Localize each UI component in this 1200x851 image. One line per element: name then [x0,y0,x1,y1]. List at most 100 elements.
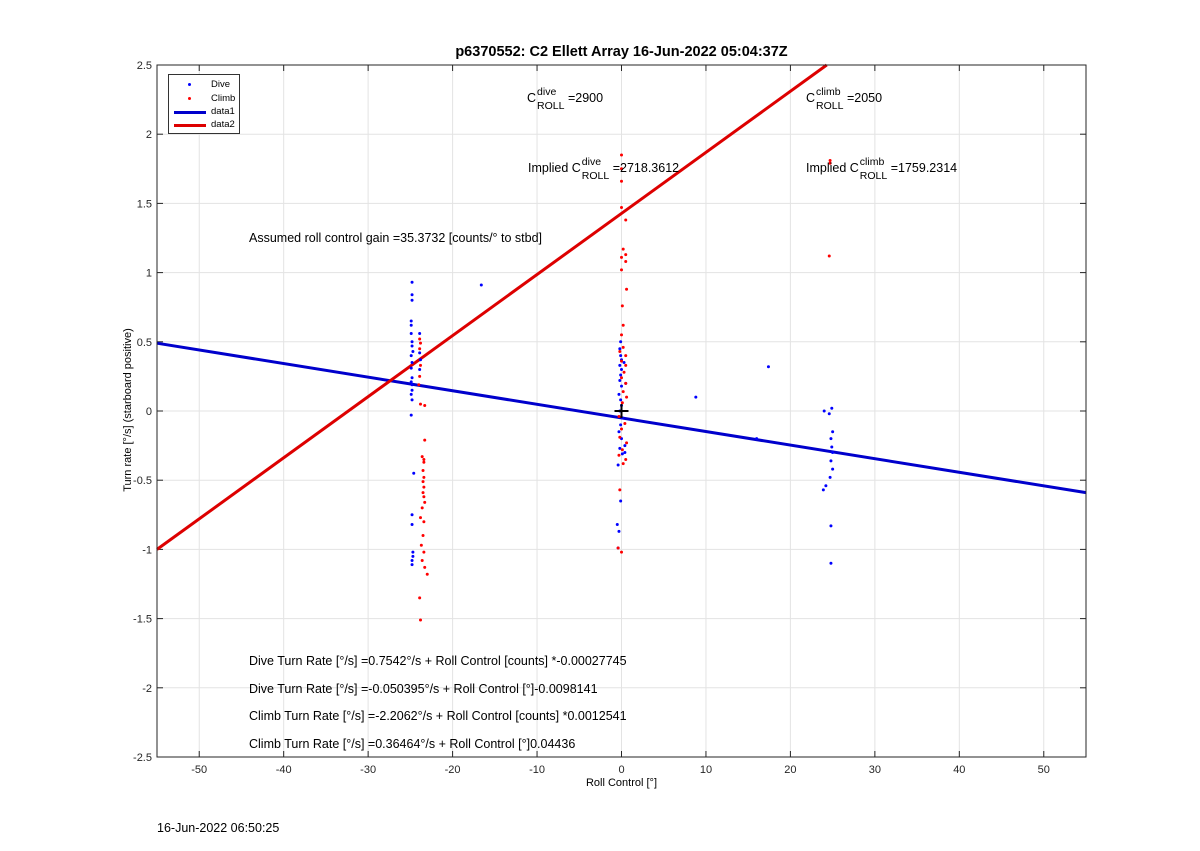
climb-degrees-equation: Climb Turn Rate [°/s] =0.36464°/s + Roll… [249,737,576,751]
point-climb [418,618,422,622]
point-climb [618,435,622,439]
point-climb [620,206,623,210]
point-dive [619,340,623,344]
legend: Dive Climb data1 data2 [168,74,240,134]
point-dive [410,558,414,562]
point-dive [619,423,623,427]
legend-climb-label: Climb [211,93,236,104]
legend-item-data1: data1 [169,106,239,118]
point-dive [409,380,413,384]
point-climb [421,491,425,495]
point-dive [411,554,415,558]
axis-ticks: -50 -40 -30 -20 -10 0 10 20 30 40 50-2.5-2-1.5-1-0… [133,60,1086,776]
point-climb [420,455,424,459]
point-dive [409,366,413,370]
point-climb [421,480,425,484]
point-climb [422,495,426,499]
point-climb [620,304,624,308]
point-climb [620,550,623,554]
dive-degrees-equation: Dive Turn Rate [°/s] =-0.050395°/s + Rol… [249,682,598,696]
point-dive [822,409,826,413]
point-dive [829,459,833,463]
x-tick-label: 50 [1038,764,1050,776]
point-dive [410,563,414,567]
point-climb [423,565,427,569]
point-dive [829,524,833,528]
x-tick-label: -30 [360,764,376,776]
point-dive [821,488,825,492]
point-dive [418,331,422,335]
point-dive [766,365,770,369]
y-axis-label: Turn rate [°/s] (starboard positive) [122,328,134,492]
point-dive [824,484,828,488]
point-climb [620,255,623,259]
data-marks [156,63,1087,622]
x-tick-label: -40 [276,764,292,776]
legend-item-climb: Climb [169,93,239,105]
point-climb [422,475,426,479]
point-climb [827,254,831,258]
point-climb [620,448,624,452]
point-climb [620,179,623,183]
point-climb [625,287,629,291]
point-climb [624,260,628,264]
point-dive [829,437,833,441]
point-dive [619,398,623,402]
point-dive [411,550,415,554]
point-dive [620,367,623,371]
point-climb [422,485,426,489]
plot-frame [156,64,1087,758]
point-climb [621,345,625,349]
dive-counts-equation: Dive Turn Rate [°/s] =0.7542°/s + Roll C… [249,654,627,668]
point-climb [828,161,832,165]
point-climb [620,359,623,363]
x-tick-label: -20 [445,764,461,776]
legend-data2-label: data2 [211,119,235,130]
point-dive [830,445,834,449]
point-climb [828,158,832,162]
legend-item-data2: data2 [169,119,239,131]
point-dive [479,283,483,287]
point-climb [418,596,422,600]
point-climb [420,558,424,562]
point-dive [831,430,835,434]
point-climb [422,457,426,461]
point-dive [828,475,832,479]
y-tick-label: -0.5 [133,475,152,487]
point-climb [624,457,628,461]
y-tick-label: -1.5 [133,614,152,626]
implied-climb-sup: climb [859,156,885,168]
y-tick-label: 1 [146,268,152,280]
point-dive [409,319,413,323]
point-dive [410,388,414,392]
y-tick-label: 0 [146,406,152,418]
point-dive [410,361,414,365]
point-dive [410,398,414,402]
y-tick-label: -1 [142,544,152,556]
point-climb [620,153,623,157]
print-timestamp: 16-Jun-2022 06:50:25 [157,821,280,835]
point-climb [425,572,429,576]
point-dive [623,451,627,455]
point-climb [621,323,625,327]
point-dive [410,522,414,526]
point-dive [617,392,621,396]
point-dive [409,323,413,327]
point-climb [423,403,427,407]
point-climb [620,268,623,272]
point-climb [622,370,626,374]
point-dive [618,379,622,383]
legend-climb-marker [188,97,191,100]
point-dive [410,513,414,517]
point-dive [617,430,621,434]
point-climb [620,427,623,431]
c-dive-sup: dive [537,86,557,98]
x-tick-label: 20 [784,764,796,776]
point-dive [831,451,835,455]
point-dive [418,351,422,355]
point-climb [624,218,628,222]
